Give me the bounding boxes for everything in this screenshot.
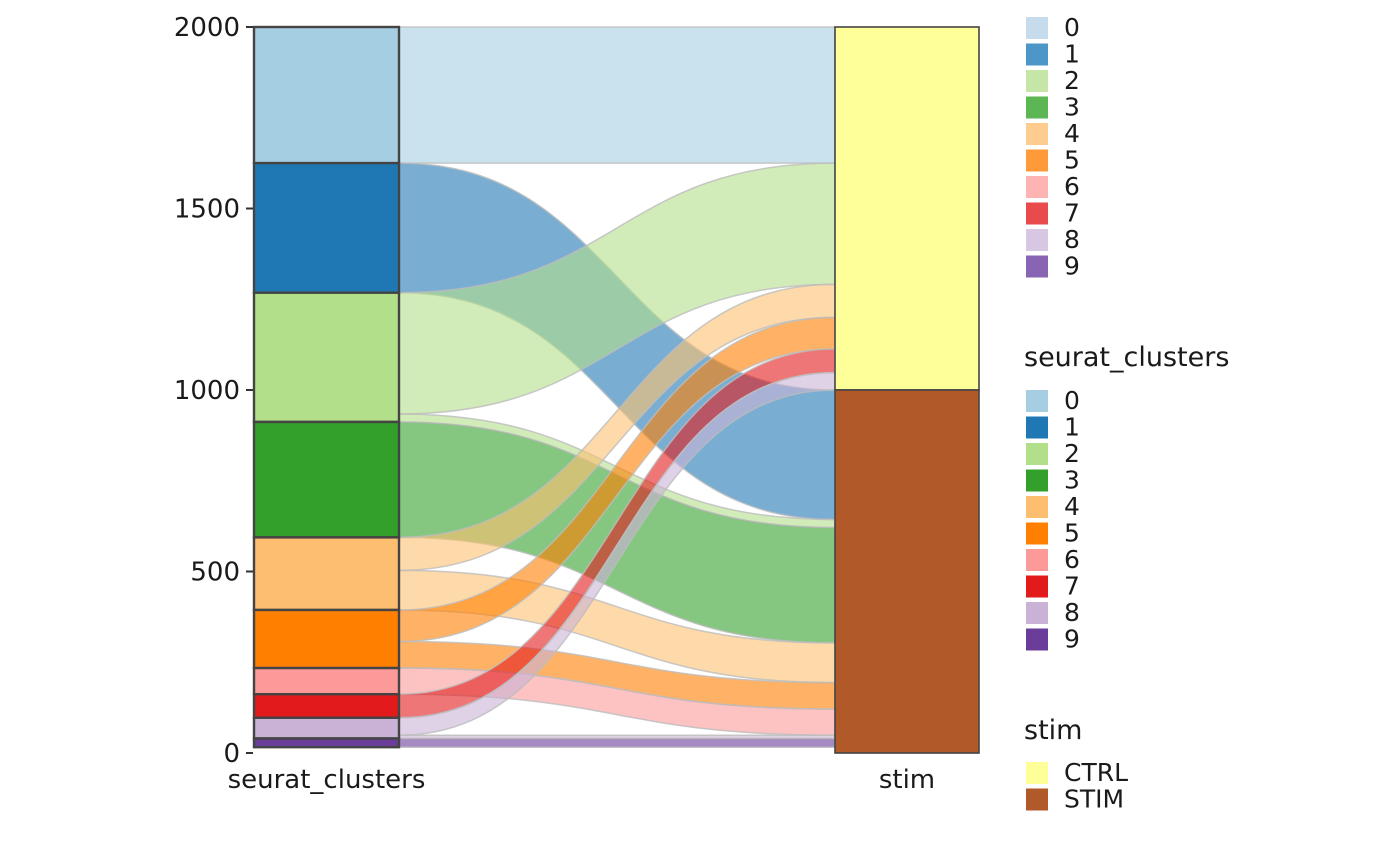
legend-label: CTRL xyxy=(1064,758,1128,787)
legend-label: 2 xyxy=(1064,66,1080,95)
legend-label: 8 xyxy=(1064,598,1080,627)
legend-key xyxy=(1026,575,1048,598)
y-tick-label: 1500 xyxy=(174,195,240,225)
legend-key xyxy=(1026,202,1048,225)
y-tick-label: 2000 xyxy=(174,13,240,43)
legend-label: 8 xyxy=(1064,225,1080,254)
legend-area: 0123456789seurat_clusters0123456789stimC… xyxy=(1024,13,1229,814)
legend-key xyxy=(1026,443,1048,465)
legend-label: 1 xyxy=(1064,413,1080,442)
legend-key xyxy=(1026,149,1048,172)
stratum-cluster-9 xyxy=(252,737,401,749)
legend-label: 4 xyxy=(1064,492,1080,521)
legend-label: 9 xyxy=(1064,625,1080,654)
legend-title: seurat_clusters xyxy=(1024,342,1229,373)
stratum-cluster-7 xyxy=(252,692,401,719)
stratum-cluster-8 xyxy=(252,716,401,740)
legend-label: 9 xyxy=(1064,252,1080,281)
legend-label: 2 xyxy=(1064,439,1080,468)
legend-key xyxy=(1026,522,1048,545)
legend-label: 7 xyxy=(1064,572,1080,601)
legend-key xyxy=(1026,70,1048,92)
legend-key xyxy=(1026,628,1048,651)
legend-key xyxy=(1026,549,1048,571)
legend-label: 3 xyxy=(1064,466,1080,495)
stratum-cluster-3 xyxy=(252,420,401,539)
legend-label: 3 xyxy=(1064,93,1080,122)
legend-label: STIM xyxy=(1064,785,1124,814)
y-tick-label: 1000 xyxy=(174,376,240,406)
legend-key xyxy=(1026,390,1048,412)
legend-label: 0 xyxy=(1064,13,1080,42)
x-axis: seurat_clusters stim xyxy=(228,765,936,795)
legend-label: 0 xyxy=(1064,386,1080,415)
flow-layer xyxy=(398,26,836,748)
legend-key xyxy=(1026,17,1048,39)
legend-key xyxy=(1026,469,1048,492)
legend-label: 5 xyxy=(1064,146,1080,175)
legend-key xyxy=(1026,602,1048,624)
legend-label: 7 xyxy=(1064,199,1080,228)
legend-key xyxy=(1026,762,1048,784)
stratum-cluster-5 xyxy=(252,608,401,670)
legend-label: 6 xyxy=(1064,545,1080,574)
legend-key xyxy=(1026,229,1048,251)
legend-key xyxy=(1026,96,1048,119)
legend-key xyxy=(1026,43,1048,66)
y-tick-label: 0 xyxy=(223,739,240,769)
stratum-stim-stim xyxy=(834,389,980,754)
y-tick-label: 500 xyxy=(190,558,240,588)
stratum-cluster-6 xyxy=(252,666,401,696)
legend-key xyxy=(1026,496,1048,518)
strata-layer xyxy=(252,25,980,754)
stratum-cluster-2 xyxy=(252,291,401,424)
legend-key xyxy=(1026,255,1048,278)
legend-title: stim xyxy=(1024,715,1082,746)
flow-0-ctrl xyxy=(398,26,836,164)
legend-label: 1 xyxy=(1064,40,1080,69)
stratum-cluster-0 xyxy=(252,25,401,165)
stratum-cluster-1 xyxy=(252,161,401,294)
legend-key xyxy=(1026,176,1048,198)
legend-label: 4 xyxy=(1064,119,1080,148)
x-axis-label-seurat_clusters: seurat_clusters xyxy=(228,765,426,795)
legend-key xyxy=(1026,123,1048,145)
legend-label: 6 xyxy=(1064,172,1080,201)
legend-label: 5 xyxy=(1064,519,1080,548)
flow-9-stim xyxy=(398,737,836,748)
stratum-cluster-4 xyxy=(252,536,401,612)
legend-key xyxy=(1026,416,1048,439)
x-axis-label-stim: stim xyxy=(879,765,935,795)
stratum-stim-ctrl xyxy=(834,26,980,391)
y-axis: 0 500 1000 1500 2000 xyxy=(174,13,253,769)
legend-key xyxy=(1026,788,1048,811)
